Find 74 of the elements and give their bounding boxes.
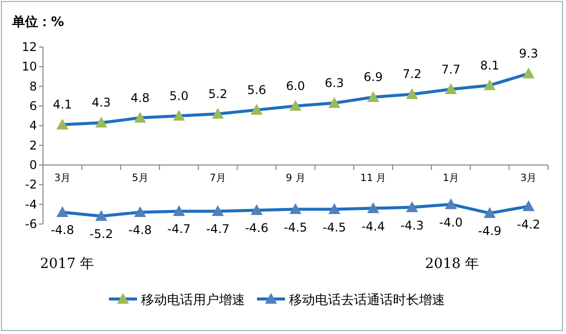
- point: [328, 203, 340, 214]
- data-label: 4.8: [130, 90, 150, 105]
- point: [290, 203, 302, 214]
- point: [328, 97, 340, 108]
- point: [250, 104, 263, 115]
- point: [56, 206, 68, 217]
- text: 2018 年: [425, 256, 480, 272]
- x-tick-label: 5月: [132, 173, 148, 184]
- data-label: 9.3: [519, 46, 538, 61]
- data-label: -4.8: [128, 223, 152, 238]
- y-tick-label: -6: [25, 217, 37, 231]
- point: [367, 202, 380, 214]
- data-label: -5.2: [90, 227, 113, 242]
- data-label: 8.1: [480, 58, 500, 72]
- legend-label: 移动电话去话通话时长增速: [289, 293, 445, 308]
- data-label: 7.2: [402, 67, 422, 82]
- point: [212, 205, 224, 216]
- y-tick-label: 2: [29, 138, 37, 152]
- data-label: -4.5: [284, 220, 308, 234]
- point: [484, 207, 496, 218]
- data-label: 5.0: [169, 88, 189, 103]
- text: 2017 年: [40, 256, 94, 272]
- data-label: -4.2: [516, 217, 540, 232]
- point: [522, 200, 535, 212]
- point: [134, 112, 146, 123]
- x-tick-label: 1月: [442, 173, 460, 184]
- point: [95, 116, 108, 128]
- data-label: -4.0: [439, 215, 463, 230]
- point: [406, 88, 418, 99]
- data-label: -4.5: [322, 220, 346, 234]
- y-tick-label: 8: [29, 79, 37, 94]
- text: 单位：%: [11, 14, 64, 30]
- point: [56, 118, 68, 130]
- y-tick-label: 0: [29, 158, 37, 172]
- legend-label: 移动电话用户增速: [141, 293, 245, 308]
- data-label: -4.3: [400, 218, 424, 232]
- data-label: -4.9: [478, 224, 502, 238]
- point: [522, 68, 535, 78]
- point: [172, 110, 185, 121]
- point: [444, 198, 457, 210]
- data-label: 6.0: [286, 79, 306, 93]
- point: [444, 83, 457, 94]
- data-label: 6.9: [364, 70, 383, 84]
- point: [367, 91, 380, 102]
- point: [212, 108, 224, 119]
- point: [484, 79, 496, 90]
- point: [134, 206, 146, 217]
- y-tick-label: -4: [25, 197, 37, 212]
- data-label: 6.3: [324, 76, 344, 90]
- x-tick-label: 7月: [210, 173, 226, 184]
- x-tick-label: 9 月: [286, 173, 306, 184]
- point: [250, 204, 263, 216]
- data-label: -4.6: [244, 221, 268, 236]
- data-label: 4.3: [92, 96, 111, 110]
- x-tick-label: 3月: [54, 173, 71, 184]
- point: [95, 210, 108, 221]
- data-label: -4.8: [50, 223, 74, 238]
- y-tick-label: 4: [29, 118, 37, 133]
- y-tick-label: 12: [22, 40, 37, 54]
- data-label: 5.6: [247, 82, 266, 97]
- x-tick-label: 3月: [520, 173, 537, 184]
- data-label: 7.7: [441, 62, 460, 76]
- x-tick-label: 11 月: [360, 173, 386, 184]
- point: [290, 100, 302, 111]
- point: [406, 201, 418, 212]
- y-tick-label: -2: [25, 178, 37, 192]
- data-label: -4.7: [167, 222, 191, 236]
- data-label: -4.4: [361, 219, 385, 234]
- data-label: 4.1: [52, 98, 72, 112]
- data-label: 5.2: [208, 86, 228, 101]
- y-tick-label: 6: [29, 99, 37, 113]
- point: [172, 205, 185, 216]
- y-tick-label: 10: [22, 60, 37, 74]
- data-label: -4.7: [206, 222, 230, 236]
